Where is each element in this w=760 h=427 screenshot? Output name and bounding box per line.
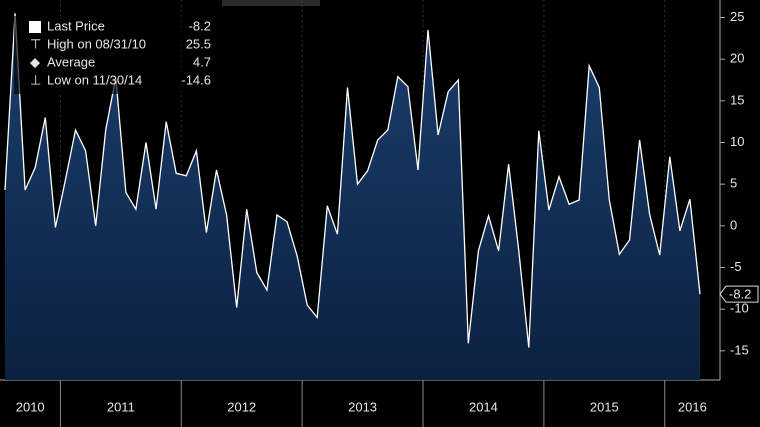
legend-value: -14.6	[181, 72, 211, 87]
x-tick-label: 2015	[590, 399, 619, 414]
y-tick-label: 5	[730, 176, 737, 191]
legend-icon	[29, 21, 41, 33]
y-tick-label: 15	[730, 92, 744, 107]
legend-icon: ◆	[30, 54, 40, 69]
y-tick-label: -10	[730, 301, 749, 316]
y-tick-label: -15	[730, 342, 749, 357]
y-tick-label: 10	[730, 134, 744, 149]
y-tick-label: 0	[730, 217, 737, 232]
last-price-tag	[719, 285, 759, 303]
y-tick-label: 20	[730, 51, 744, 66]
x-tick-label: 2016	[678, 399, 707, 414]
legend-label: High on 08/31/10	[47, 36, 146, 51]
x-tick-label: 2011	[107, 399, 135, 414]
last-price-label: -8.2	[729, 287, 751, 302]
area	[5, 13, 700, 381]
x-tick-label: 2012	[227, 399, 256, 414]
legend-value: 4.7	[193, 54, 211, 69]
x-tick-label: 2013	[348, 399, 377, 414]
y-tick-label: 25	[730, 9, 744, 24]
legend-label: Average	[47, 54, 95, 69]
legend-icon: ⊥	[30, 72, 41, 87]
legend-value: -8.2	[189, 18, 211, 33]
legend-box	[14, 16, 220, 94]
x-tick-label: 2010	[16, 399, 45, 414]
legend-icon: ⊤	[30, 36, 41, 51]
x-tick-label: 2014	[469, 399, 498, 414]
legend-label: Low on 11/30/14	[47, 72, 142, 87]
top-tab	[222, 0, 320, 6]
line	[4, 13, 701, 348]
legend-value: 25.5	[186, 36, 211, 51]
y-tick-label: -5	[730, 259, 742, 274]
legend-label: Last Price	[47, 18, 105, 33]
